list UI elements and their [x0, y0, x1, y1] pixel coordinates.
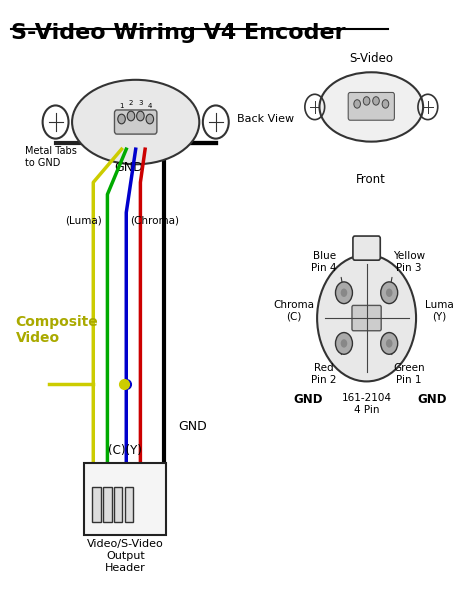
- Text: S-Video: S-Video: [349, 52, 393, 65]
- Text: Video/S-Video
Output
Header: Video/S-Video Output Header: [87, 539, 164, 573]
- Text: 2: 2: [129, 101, 133, 106]
- Text: Luma
(Y): Luma (Y): [425, 300, 454, 322]
- Bar: [114, 487, 122, 522]
- Text: GND: GND: [293, 393, 322, 407]
- Circle shape: [381, 282, 398, 304]
- Text: 161-2104
4 Pin: 161-2104 4 Pin: [342, 393, 392, 415]
- Bar: [103, 487, 112, 522]
- Text: GND: GND: [114, 161, 143, 175]
- Circle shape: [118, 114, 125, 124]
- FancyBboxPatch shape: [84, 463, 166, 535]
- FancyBboxPatch shape: [353, 236, 380, 260]
- Text: Metal Tabs
to GND: Metal Tabs to GND: [25, 146, 77, 168]
- Text: Green
Pin 1: Green Pin 1: [393, 364, 425, 385]
- Circle shape: [381, 333, 398, 355]
- Text: Red
Pin 2: Red Pin 2: [311, 364, 337, 385]
- Text: Blue
Pin 4: Blue Pin 4: [311, 251, 337, 273]
- FancyBboxPatch shape: [352, 305, 381, 331]
- Text: 3: 3: [138, 101, 143, 106]
- Circle shape: [363, 97, 370, 105]
- Text: (Luma): (Luma): [65, 216, 102, 225]
- Text: Yellow
Pin 3: Yellow Pin 3: [393, 251, 425, 273]
- Circle shape: [373, 97, 379, 105]
- Text: 4: 4: [147, 103, 152, 108]
- Circle shape: [336, 282, 353, 304]
- Text: GND: GND: [418, 393, 447, 407]
- Text: 1: 1: [119, 103, 124, 108]
- Circle shape: [341, 288, 347, 297]
- Circle shape: [317, 255, 416, 381]
- Circle shape: [336, 333, 353, 355]
- Circle shape: [341, 339, 347, 348]
- Text: (Chroma): (Chroma): [130, 216, 179, 225]
- Circle shape: [382, 100, 389, 108]
- Text: (C)(Y): (C)(Y): [109, 444, 142, 457]
- Circle shape: [386, 288, 392, 297]
- Text: Chroma
(C): Chroma (C): [273, 300, 314, 322]
- FancyBboxPatch shape: [115, 110, 157, 134]
- Text: S-Video Wiring V4 Encoder: S-Video Wiring V4 Encoder: [11, 22, 346, 42]
- Circle shape: [146, 114, 154, 124]
- Circle shape: [137, 111, 144, 121]
- Ellipse shape: [72, 80, 199, 164]
- Bar: [125, 487, 133, 522]
- FancyBboxPatch shape: [348, 93, 394, 120]
- Text: Front: Front: [356, 173, 386, 186]
- Bar: [92, 487, 101, 522]
- Text: GND: GND: [178, 420, 207, 433]
- Circle shape: [127, 111, 135, 121]
- Ellipse shape: [319, 72, 423, 142]
- Circle shape: [386, 339, 392, 348]
- Circle shape: [354, 100, 360, 108]
- Text: Composite
Video: Composite Video: [16, 315, 98, 345]
- Text: Back View: Back View: [237, 114, 294, 124]
